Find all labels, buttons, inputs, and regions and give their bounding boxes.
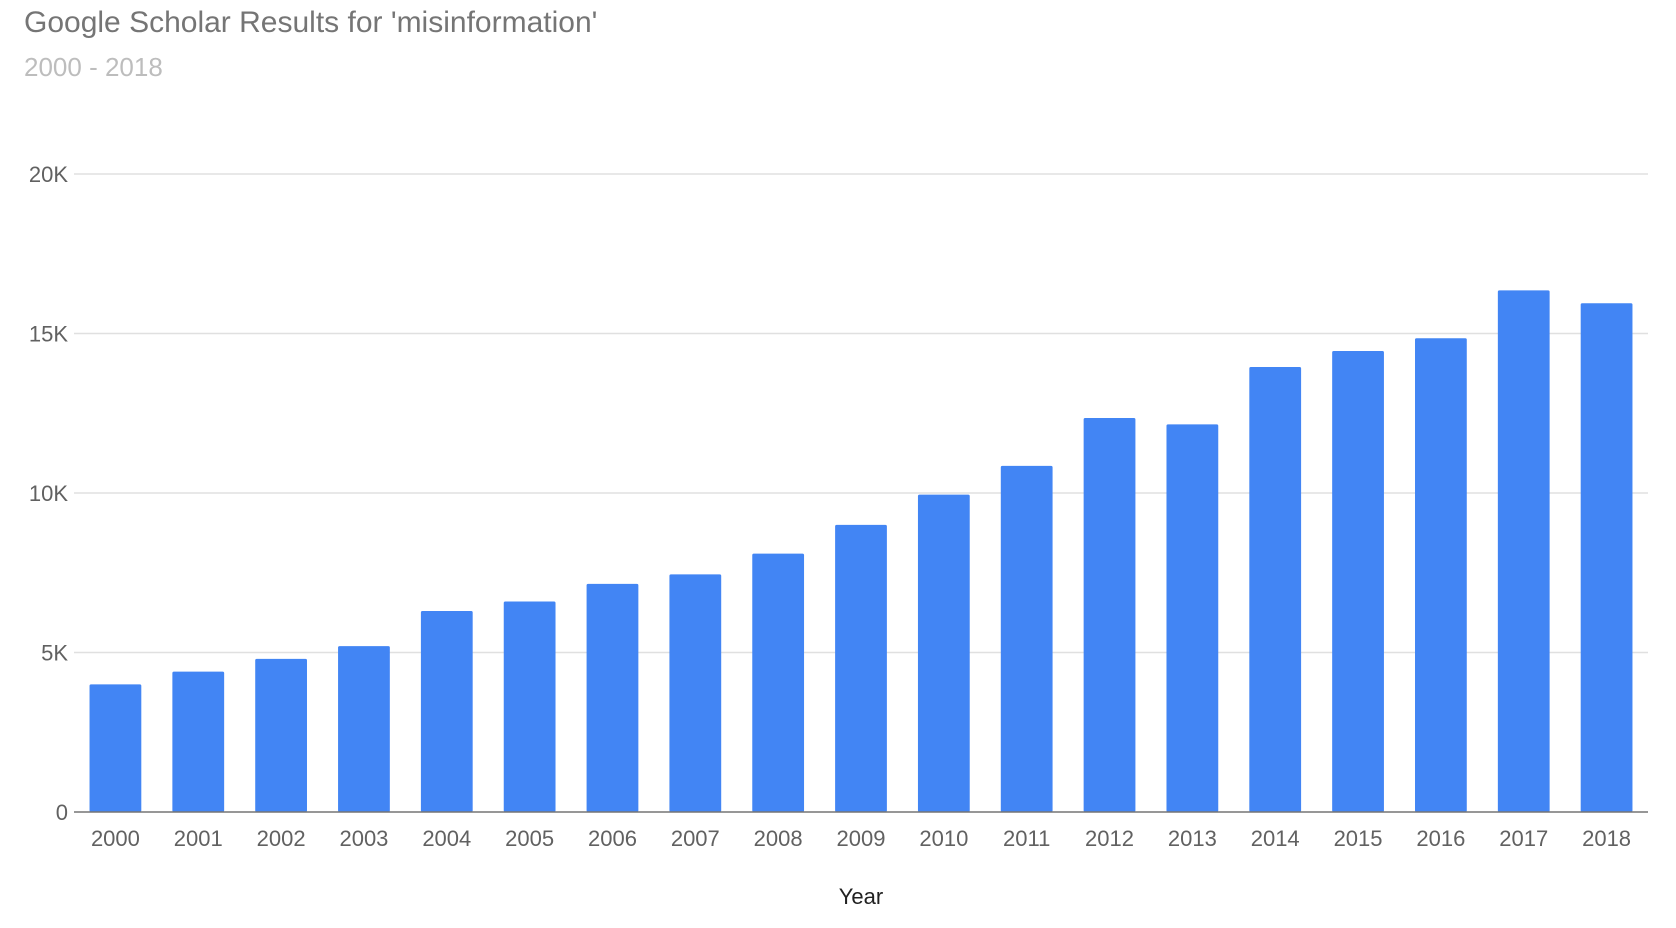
bar [917, 494, 970, 812]
bar [1166, 424, 1219, 812]
x-tick-label: 2000 [91, 826, 140, 851]
bar [89, 684, 142, 812]
x-tick-label: 2001 [174, 826, 223, 851]
y-tick-label: 10K [29, 481, 68, 506]
x-tick-label: 2011 [1003, 826, 1050, 851]
x-tick-label: 2015 [1334, 826, 1383, 851]
y-axis-tick-labels: 0 5K 10K 15K 20K [29, 162, 68, 825]
bar [338, 646, 390, 812]
bar [255, 658, 307, 812]
bar [835, 524, 887, 812]
y-tick-label: 20K [29, 162, 68, 187]
x-axis-tick-labels: 2000 2001 2002 2003 2004 2005 2006 2007 2008 2009… [91, 826, 1631, 851]
x-axis-title: Year [839, 884, 883, 909]
y-tick-label: 15K [29, 322, 68, 347]
x-tick-label: 2017 [1499, 826, 1548, 851]
x-tick-label: 2016 [1416, 826, 1465, 851]
bar [1580, 303, 1633, 812]
x-tick-label: 2007 [671, 826, 720, 851]
bar [1415, 338, 1467, 812]
x-tick-label: 2008 [754, 826, 803, 851]
bar [1332, 351, 1384, 812]
chart-subtitle: 2000 - 2018 [24, 52, 163, 82]
bar [1000, 465, 1053, 812]
bar [172, 671, 225, 812]
bar [503, 601, 556, 812]
x-tick-label: 2006 [588, 826, 637, 851]
bar [1083, 418, 1136, 812]
bar [1249, 366, 1302, 812]
bar [420, 611, 473, 812]
bar [669, 574, 722, 812]
x-tick-label: 2003 [339, 826, 388, 851]
bar [1497, 290, 1550, 812]
bars [89, 290, 1633, 812]
x-tick-label: 2004 [422, 826, 471, 851]
x-tick-label: 2009 [837, 826, 886, 851]
x-tick-label: 2010 [919, 826, 968, 851]
x-tick-label: 2014 [1251, 826, 1300, 851]
bar [752, 553, 805, 812]
y-tick-label: 5K [41, 641, 68, 666]
x-tick-label: 2012 [1085, 826, 1134, 851]
x-tick-label: 2005 [505, 826, 554, 851]
bar [586, 583, 639, 812]
chart-title: Google Scholar Results for 'misinformati… [24, 6, 598, 39]
y-tick-label: 0 [56, 800, 68, 825]
x-tick-label: 2018 [1582, 826, 1631, 851]
x-tick-label: 2002 [257, 826, 306, 851]
x-tick-label: 2013 [1168, 826, 1217, 851]
